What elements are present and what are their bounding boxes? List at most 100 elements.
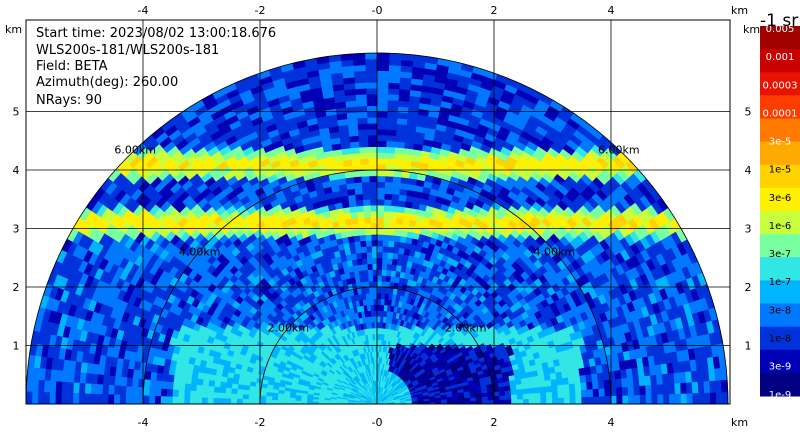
scan-cell: [380, 298, 385, 306]
scan-cell: [557, 390, 565, 399]
scan-cell: [668, 382, 676, 395]
scan-cell: [357, 128, 368, 136]
scan-cell: [579, 374, 587, 383]
scan-cell: [367, 128, 378, 136]
scan-cell: [349, 211, 358, 219]
scan-cell: [371, 245, 378, 253]
scan-cell: [376, 64, 390, 72]
scan-cell: [534, 397, 542, 404]
scan-cell: [394, 141, 405, 149]
scan-cell: [376, 228, 384, 235]
scan-cell: [539, 385, 547, 393]
scan-cell: [505, 394, 512, 400]
scan-cell: [376, 292, 382, 300]
scan-cell: [385, 269, 392, 277]
scan-cell: [556, 377, 564, 386]
scan-cell: [356, 111, 368, 119]
scan-cell: [365, 87, 378, 95]
scan-cell: [376, 216, 384, 224]
scan-cell: [371, 263, 378, 270]
scan-cell: [674, 393, 682, 404]
scan-cell: [376, 157, 386, 165]
scan-cell: [369, 193, 378, 200]
scan-cell: [575, 396, 583, 404]
scan-cell: [367, 275, 374, 282]
scan-cell: [348, 135, 359, 143]
scan-cell: [376, 257, 383, 265]
scan-cell: [398, 194, 407, 202]
scan-cell: [387, 240, 395, 248]
scan-cell: [359, 158, 369, 166]
scan-cell: [371, 257, 378, 265]
scan-cell: [367, 146, 378, 153]
scan-cell: [376, 52, 390, 60]
scan-cell: [357, 134, 369, 142]
scan-cell: [384, 181, 393, 189]
scan-cell: [370, 228, 378, 235]
scan-cell: [359, 152, 369, 160]
scan-cell: [381, 257, 388, 265]
scan-cell: [376, 304, 381, 311]
scan-cell: [368, 175, 378, 183]
scan-cell: [360, 175, 370, 183]
scan-cell: [363, 216, 372, 224]
scan-cell: [639, 384, 647, 396]
scan-cell: [348, 205, 358, 214]
scan-cell: [376, 280, 382, 288]
scan-cell: [522, 398, 530, 404]
scan-cell: [392, 246, 400, 254]
scan-cell: [355, 205, 364, 213]
scan-cell: [656, 383, 664, 395]
scan-cell: [365, 245, 373, 253]
scan-cell: [366, 122, 378, 130]
scan-cell: [598, 395, 606, 404]
scan-cell: [370, 216, 378, 224]
scan-cell: [356, 117, 368, 125]
scan-cell: [366, 263, 373, 271]
scan-cell: [587, 396, 594, 404]
scan-cell: [384, 169, 394, 177]
scan-cell: [510, 393, 518, 400]
scan-cell: [387, 93, 399, 101]
scan-cell: [376, 87, 389, 95]
scan-field: [26, 52, 729, 404]
scan-cell: [368, 280, 374, 288]
scan-cell: [569, 389, 577, 398]
scan-cell: [562, 383, 570, 392]
scan-cell: [493, 399, 501, 404]
scan-cell: [610, 395, 618, 404]
scan-cell: [376, 193, 385, 200]
scan-cell: [568, 382, 576, 391]
scan-cell: [563, 396, 571, 404]
scan-cell: [392, 170, 402, 178]
scan-cell: [388, 58, 402, 66]
scan-cell: [361, 193, 371, 201]
scan-cell: [386, 257, 393, 265]
scan-cell: [386, 251, 394, 259]
scan-cell: [384, 286, 390, 294]
scan-cell: [354, 193, 364, 201]
scan-cell: [380, 286, 386, 294]
scan-cell: [383, 193, 393, 201]
scan-cell: [366, 257, 373, 265]
scan-cell: [370, 239, 378, 247]
scan-cell: [371, 269, 378, 276]
scan-cell: [569, 396, 577, 404]
scan-cell: [381, 251, 388, 259]
scan-cell: [367, 134, 378, 142]
scan-cell: [365, 76, 378, 83]
scan-cell: [366, 105, 378, 113]
scan-cell: [394, 229, 402, 237]
scan-cell: [366, 111, 378, 118]
scan-cell: [387, 82, 400, 90]
scan-cell: [372, 274, 378, 282]
scan-cell: [355, 199, 364, 207]
scan-cell: [562, 376, 570, 385]
scan-cell: [352, 52, 366, 61]
scan-cell: [674, 382, 682, 394]
scan-cell: [394, 223, 403, 231]
scan-cell: [522, 387, 530, 395]
scan-cell: [376, 263, 383, 270]
scan-cell: [352, 58, 366, 66]
scan-cell: [597, 379, 605, 389]
